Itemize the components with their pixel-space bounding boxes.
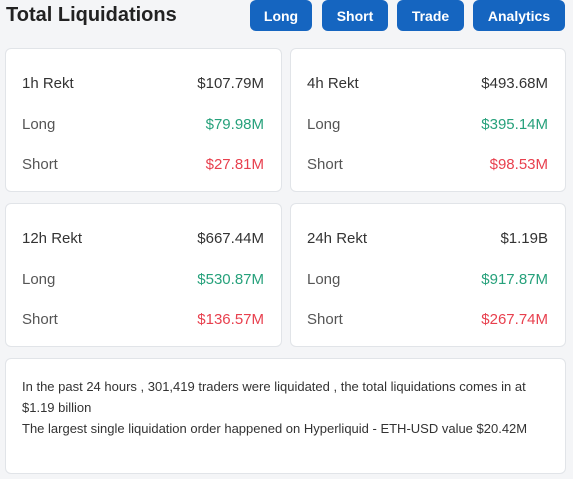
long-label: Long <box>22 270 56 288</box>
summary-line-liquidated: In the past 24 hours , 301,419 traders w… <box>22 379 526 415</box>
card-4h-rekt: 4h Rekt $493.68M Long $395.14M Short $98… <box>290 48 566 192</box>
total-row: 1h Rekt $107.79M <box>22 73 264 93</box>
short-value: $136.57M <box>197 310 264 328</box>
long-button[interactable]: Long <box>250 0 312 31</box>
short-value: $267.74M <box>481 310 548 328</box>
long-row: Long $79.98M <box>22 114 264 134</box>
short-label: Short <box>307 310 343 328</box>
period-label: 1h Rekt <box>22 74 74 92</box>
short-row: Short $27.81M <box>22 154 264 174</box>
short-label: Short <box>22 310 58 328</box>
long-row: Long $395.14M <box>307 114 548 134</box>
short-row: Short $267.74M <box>307 309 548 329</box>
period-label: 24h Rekt <box>307 229 368 247</box>
long-value: $917.87M <box>481 270 548 288</box>
card-1h-rekt: 1h Rekt $107.79M Long $79.98M Short $27.… <box>5 48 282 192</box>
total-row: 4h Rekt $493.68M <box>307 73 548 93</box>
total-value: $1.19B <box>500 229 548 247</box>
page-title: Total Liquidations <box>6 4 177 26</box>
summary-box: In the past 24 hours , 301,419 traders w… <box>5 358 566 474</box>
long-value: $530.87M <box>197 270 264 288</box>
analytics-button[interactable]: Analytics <box>473 0 565 31</box>
card-24h-rekt: 24h Rekt $1.19B Long $917.87M Short $267… <box>290 203 566 347</box>
long-label: Long <box>22 115 56 133</box>
short-button[interactable]: Short <box>322 0 388 31</box>
total-value: $493.68M <box>481 74 548 92</box>
short-row: Short $136.57M <box>22 309 264 329</box>
total-value: $107.79M <box>197 74 264 92</box>
short-label: Short <box>307 155 343 173</box>
trade-button[interactable]: Trade <box>397 0 464 31</box>
period-label: 12h Rekt <box>22 229 83 247</box>
header: Total Liquidations Long Short Trade Anal… <box>0 0 573 34</box>
short-value: $98.53M <box>489 155 548 173</box>
short-label: Short <box>22 155 58 173</box>
long-row: Long $530.87M <box>22 269 264 289</box>
long-label: Long <box>307 270 341 288</box>
short-row: Short $98.53M <box>307 154 548 174</box>
total-row: 12h Rekt $667.44M <box>22 228 264 248</box>
short-value: $27.81M <box>205 155 264 173</box>
summary-line-largest-order: The largest single liquidation order hap… <box>22 421 528 436</box>
total-value: $667.44M <box>197 229 264 247</box>
long-label: Long <box>307 115 341 133</box>
long-value: $395.14M <box>481 115 548 133</box>
long-row: Long $917.87M <box>307 269 548 289</box>
period-label: 4h Rekt <box>307 74 359 92</box>
total-row: 24h Rekt $1.19B <box>307 228 548 248</box>
long-value: $79.98M <box>205 115 264 133</box>
card-12h-rekt: 12h Rekt $667.44M Long $530.87M Short $1… <box>5 203 282 347</box>
